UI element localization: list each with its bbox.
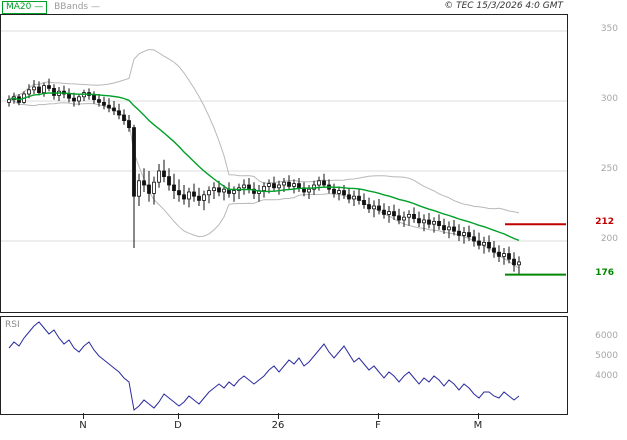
legend-ma20: MA20 — [2,1,48,14]
copyright-text: © TEC 15/3/2026 4:0 GMT [444,1,563,11]
x-axis-label: N [79,420,87,431]
rsi-axis-label: 4000 [595,371,618,381]
price-axis-label: 250 [600,164,618,174]
x-axis-tick [83,413,84,419]
x-axis-label: M [473,420,483,431]
level-label: 176 [595,267,614,278]
price-axis-label: 300 [600,94,618,104]
rsi-line [8,321,520,411]
x-axis-label: F [375,420,381,431]
price-axis-label: 350 [600,24,618,34]
x-axis-tick [478,413,479,419]
rsi-panel-svg [0,316,568,415]
rsi-axis-label: 5000 [595,351,618,361]
rsi-panel-title: RSI [5,320,20,330]
legend-bbands: BBands — [54,2,100,12]
x-axis-tick [278,413,279,419]
x-axis-tick [178,413,179,419]
chart-legend: MA20 — BBands — [2,1,100,14]
price-panel-svg [0,14,568,313]
level-label: 212 [595,217,614,228]
ma20-line [8,92,520,242]
price-axis-label: 200 [600,234,618,244]
x-axis-label: 26 [271,420,285,431]
x-axis-tick [378,413,379,419]
rsi-axis-label: 6000 [595,331,618,341]
x-axis-label: D [174,420,182,431]
